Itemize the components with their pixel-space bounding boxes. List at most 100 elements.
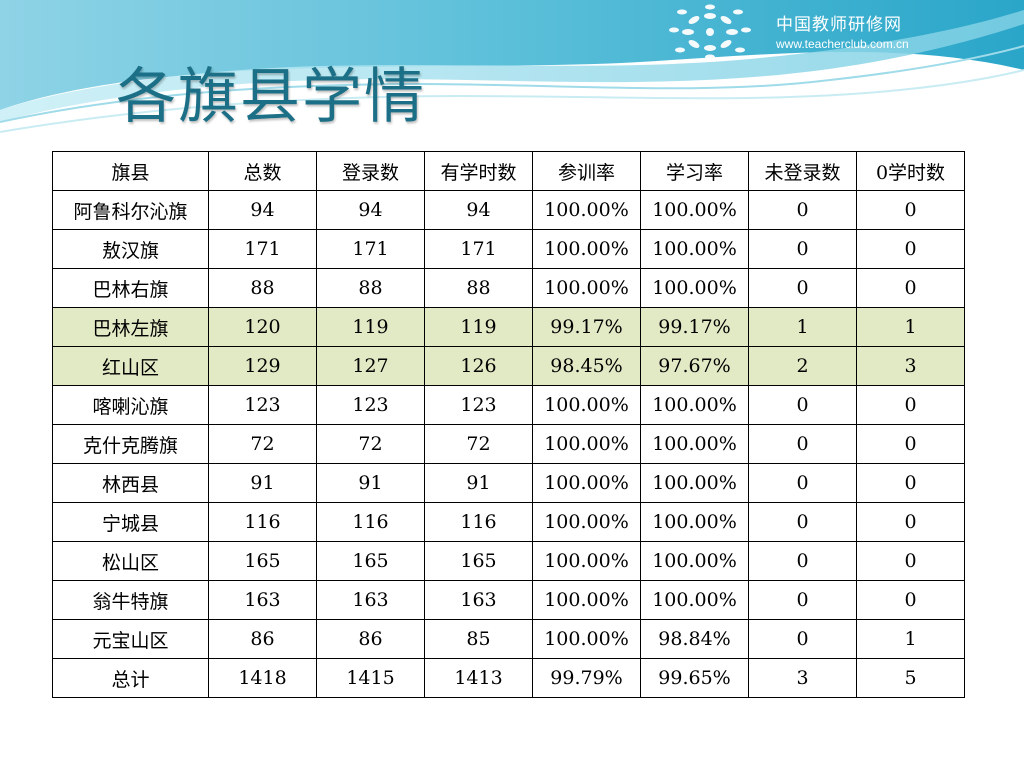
table-cell: 100.00% <box>532 463 641 503</box>
table-cell-region: 林西县 <box>52 463 209 503</box>
table-cell: 88 <box>208 268 317 308</box>
table-cell-region: 巴林左旗 <box>52 307 209 347</box>
dandelion-logo-icon <box>669 4 751 60</box>
table-cell: 116 <box>208 502 317 542</box>
column-header: 0学时数 <box>856 151 965 191</box>
table-cell-region: 元宝山区 <box>52 619 209 659</box>
table-cell: 99.17% <box>640 307 749 347</box>
table-cell: 165 <box>208 541 317 581</box>
table-cell: 88 <box>424 268 533 308</box>
table-cell: 100.00% <box>640 463 749 503</box>
table-cell: 5 <box>856 658 965 698</box>
table-cell: 171 <box>424 229 533 269</box>
table-cell: 1418 <box>208 658 317 698</box>
table-cell: 165 <box>424 541 533 581</box>
table-row: 元宝山区 86 86 85 100.00% 98.84% 0 1 <box>52 619 965 659</box>
table-cell: 94 <box>424 190 533 230</box>
table-cell: 116 <box>316 502 425 542</box>
table-cell: 123 <box>424 385 533 425</box>
table-cell: 0 <box>748 190 857 230</box>
table-cell: 127 <box>316 346 425 386</box>
table-cell: 0 <box>748 541 857 581</box>
table-row: 喀喇沁旗 123 123 123 100.00% 100.00% 0 0 <box>52 385 965 425</box>
table-cell-region: 翁牛特旗 <box>52 580 209 620</box>
column-header: 未登录数 <box>748 151 857 191</box>
table-cell: 1 <box>856 307 965 347</box>
table-cell: 86 <box>208 619 317 659</box>
table-cell: 0 <box>856 580 965 620</box>
column-header: 旗县 <box>52 151 209 191</box>
table-cell: 126 <box>424 346 533 386</box>
table-cell: 120 <box>208 307 317 347</box>
table-cell: 100.00% <box>532 385 641 425</box>
table-cell: 0 <box>748 424 857 464</box>
table-cell: 165 <box>316 541 425 581</box>
column-header: 学习率 <box>640 151 749 191</box>
table-row: 巴林右旗 88 88 88 100.00% 100.00% 0 0 <box>52 268 965 308</box>
table-cell: 0 <box>748 619 857 659</box>
table-cell-region: 松山区 <box>52 541 209 581</box>
table-cell: 0 <box>748 268 857 308</box>
table-row: 巴林左旗 120 119 119 99.17% 99.17% 1 1 <box>52 307 965 347</box>
table-cell: 100.00% <box>640 190 749 230</box>
table-cell: 1415 <box>316 658 425 698</box>
table-cell: 119 <box>424 307 533 347</box>
table-cell: 85 <box>424 619 533 659</box>
table-cell: 100.00% <box>640 541 749 581</box>
table-cell: 94 <box>316 190 425 230</box>
brand: 中国教师研修网 www.teacherclub.com.cn <box>668 4 968 64</box>
table-cell: 100.00% <box>640 268 749 308</box>
table-row: 红山区 129 127 126 98.45% 97.67% 2 3 <box>52 346 965 386</box>
table-cell-region: 宁城县 <box>52 502 209 542</box>
table-cell-region: 巴林右旗 <box>52 268 209 308</box>
table-cell: 100.00% <box>640 385 749 425</box>
table-cell-region: 敖汉旗 <box>52 229 209 269</box>
table-cell: 72 <box>208 424 317 464</box>
table-cell-region: 红山区 <box>52 346 209 386</box>
table-row: 敖汉旗 171 171 171 100.00% 100.00% 0 0 <box>52 229 965 269</box>
table-cell: 91 <box>316 463 425 503</box>
table-cell: 0 <box>856 229 965 269</box>
table-cell: 100.00% <box>532 502 641 542</box>
table-cell: 100.00% <box>532 190 641 230</box>
table-body: 阿鲁科尔沁旗 94 94 94 100.00% 100.00% 0 0 敖汉旗 171 171 171… <box>52 190 965 698</box>
table-cell: 100.00% <box>640 229 749 269</box>
table-cell: 0 <box>856 190 965 230</box>
table-cell: 0 <box>748 229 857 269</box>
table-row: 松山区 165 165 165 100.00% 100.00% 0 0 <box>52 541 965 581</box>
table-cell: 91 <box>208 463 317 503</box>
table-row: 总计 1418 1415 1413 99.79% 99.65% 3 5 <box>52 658 965 698</box>
table-cell-region: 总计 <box>52 658 209 698</box>
table-cell: 100.00% <box>640 580 749 620</box>
table-row: 翁牛特旗 163 163 163 100.00% 100.00% 0 0 <box>52 580 965 620</box>
table-cell: 88 <box>316 268 425 308</box>
table-cell: 116 <box>424 502 533 542</box>
column-header: 有学时数 <box>424 151 533 191</box>
table-row: 宁城县 116 116 116 100.00% 100.00% 0 0 <box>52 502 965 542</box>
page-title: 各旗县学情 <box>116 62 426 132</box>
table-cell: 98.45% <box>532 346 641 386</box>
table-cell: 94 <box>208 190 317 230</box>
column-header: 参训率 <box>532 151 641 191</box>
table-cell: 100.00% <box>532 619 641 659</box>
table-cell: 100.00% <box>640 424 749 464</box>
table-cell: 97.67% <box>640 346 749 386</box>
table-cell: 99.79% <box>532 658 641 698</box>
table-cell: 1 <box>748 307 857 347</box>
table-cell: 0 <box>856 463 965 503</box>
table-cell: 0 <box>856 424 965 464</box>
column-header: 总数 <box>208 151 317 191</box>
table-cell: 163 <box>208 580 317 620</box>
table-row: 林西县 91 91 91 100.00% 100.00% 0 0 <box>52 463 965 503</box>
table-cell: 0 <box>748 580 857 620</box>
table-cell: 100.00% <box>532 580 641 620</box>
table-cell: 1 <box>856 619 965 659</box>
table-cell: 163 <box>424 580 533 620</box>
table-cell: 91 <box>424 463 533 503</box>
table-cell: 100.00% <box>532 229 641 269</box>
brand-name: 中国教师研修网 <box>776 15 902 35</box>
table-cell: 3 <box>856 346 965 386</box>
table-cell: 100.00% <box>640 502 749 542</box>
table-cell: 171 <box>208 229 317 269</box>
table-cell: 100.00% <box>532 268 641 308</box>
